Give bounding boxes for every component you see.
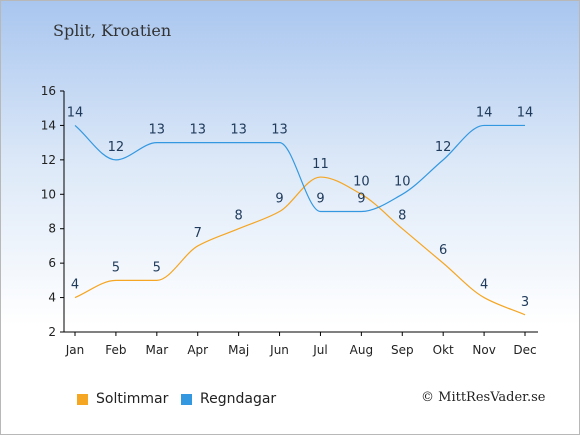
data-label-rain-aug: 9 (357, 192, 365, 207)
data-label-sun-okt: 6 (439, 243, 447, 258)
legend-label-rain: Regndagar (200, 391, 277, 407)
x-tick-label-jan: Jan (65, 343, 85, 357)
x-tick-label-feb: Feb (105, 343, 126, 357)
data-label-rain-dec: 14 (517, 105, 534, 120)
y-tick-label-8: 8 (48, 222, 56, 236)
legend-swatch-sun (77, 393, 88, 405)
y-tick-label-4: 4 (48, 291, 56, 305)
legend-item-sun: Soltimmar (77, 391, 168, 407)
y-tick-label-2: 2 (48, 325, 56, 339)
data-label-rain-jul: 9 (316, 192, 324, 207)
x-tick-label-jul: Jul (312, 343, 327, 357)
legend-item-rain: Regndagar (181, 391, 276, 407)
data-label-sun-sep: 8 (398, 209, 406, 224)
y-tick-label-16: 16 (41, 84, 56, 98)
x-tick-label-aug: Aug (350, 343, 373, 357)
chart-title: Split, Kroatien (53, 21, 172, 40)
x-tick-label-okt: Okt (433, 343, 454, 357)
data-label-rain-nov: 14 (476, 105, 493, 120)
legend-swatch-rain (181, 393, 192, 405)
y-tick-label-14: 14 (41, 118, 56, 132)
data-label-rain-okt: 12 (435, 140, 452, 155)
x-tick-label-dec: Dec (513, 343, 536, 357)
data-label-sun-dec: 3 (521, 295, 529, 310)
y-tick-label-12: 12 (41, 153, 56, 167)
data-label-sun-jun: 9 (275, 192, 283, 207)
x-tick-label-apr: Apr (187, 343, 208, 357)
x-tick-label-jun: Jun (269, 343, 289, 357)
data-label-sun-feb: 5 (112, 260, 120, 275)
x-tick-label-maj: Maj (228, 343, 249, 357)
data-label-sun-mar: 5 (153, 260, 161, 275)
legend-label-sun: Soltimmar (96, 391, 169, 407)
data-label-rain-maj: 13 (230, 123, 247, 138)
data-label-sun-maj: 8 (234, 209, 242, 224)
y-tick-label-6: 6 (48, 256, 56, 270)
data-label-rain-apr: 13 (189, 123, 206, 138)
data-label-rain-jan: 14 (67, 105, 84, 120)
data-label-rain-jun: 13 (271, 123, 288, 138)
data-label-sun-nov: 4 (480, 278, 488, 293)
credit-text: © MittResVader.se (421, 390, 546, 405)
data-label-sun-aug: 10 (353, 174, 370, 189)
data-label-sun-apr: 7 (194, 226, 202, 241)
data-label-rain-feb: 12 (108, 140, 125, 155)
y-tick-label-10: 10 (41, 187, 56, 201)
x-tick-label-sep: Sep (391, 343, 414, 357)
data-label-sun-jul: 11 (312, 157, 329, 172)
data-label-rain-mar: 13 (149, 123, 166, 138)
series-line-rain (74, 124, 525, 213)
x-tick-label-mar: Mar (145, 343, 168, 357)
data-label-rain-sep: 10 (394, 174, 411, 189)
series-line-sun (74, 176, 526, 316)
data-label-sun-jan: 4 (71, 278, 79, 293)
x-tick-label-nov: Nov (472, 343, 495, 357)
